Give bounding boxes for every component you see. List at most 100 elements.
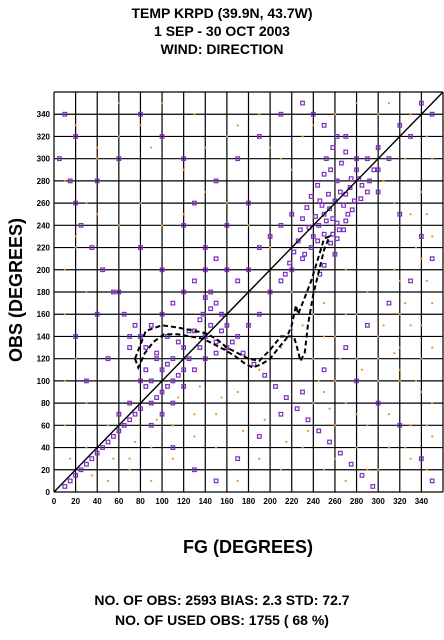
used-obs-point: [105, 356, 111, 362]
x-tick-label: 340: [415, 497, 429, 506]
used-obs-point: [349, 207, 355, 213]
rejected-obs-point: [404, 302, 407, 305]
used-obs-point: [354, 156, 359, 162]
x-tick-label: 160: [220, 497, 234, 506]
used-obs-point: [300, 389, 305, 395]
used-obs-point: [246, 200, 251, 206]
y-tick-label: 140: [37, 332, 51, 341]
rejected-obs-point: [425, 135, 428, 138]
used-obs-point: [213, 339, 219, 345]
used-obs-point: [304, 205, 310, 210]
rejected-obs-point: [317, 379, 320, 382]
rejected-obs-point: [377, 379, 380, 382]
rejected-obs-point: [393, 352, 396, 355]
rejected-obs-point: [333, 335, 337, 338]
used-obs-point: [273, 384, 278, 389]
rejected-obs-point: [398, 313, 401, 316]
used-obs-point: [327, 439, 332, 445]
used-obs-point: [282, 271, 288, 277]
rejected-obs-point: [182, 168, 185, 171]
rejected-obs-point: [236, 479, 239, 482]
rejected-obs-point: [155, 418, 158, 421]
rejected-obs-point: [333, 424, 337, 427]
rejected-obs-point: [333, 113, 337, 116]
used-obs-point: [302, 251, 308, 257]
rejected-obs-point: [312, 402, 315, 405]
used-obs-point: [148, 378, 154, 384]
y-tick-label: 80: [41, 399, 50, 408]
rejected-obs-point: [377, 357, 380, 360]
used-obs-point: [192, 278, 197, 284]
used-obs-point: [359, 182, 365, 188]
rejected-obs-point: [355, 313, 358, 316]
rejected-obs-point: [387, 446, 391, 449]
rejected-obs-point: [160, 224, 164, 227]
rejected-obs-point: [431, 346, 434, 349]
rejected-obs-point: [398, 279, 401, 282]
rejected-obs-point: [236, 124, 239, 127]
rejected-obs-point: [366, 424, 369, 427]
used-obs-point: [181, 222, 187, 228]
used-obs-point: [73, 134, 79, 139]
rejected-obs-point: [85, 402, 88, 405]
used-obs-point: [267, 234, 273, 239]
used-obs-point: [278, 222, 284, 228]
x-tick-label: 260: [328, 497, 342, 506]
used-obs-point: [192, 367, 197, 373]
rejected-obs-point: [409, 457, 412, 460]
used-obs-point: [316, 222, 322, 228]
chart-title-line-2: 1 SEP - 30 OCT 2003: [154, 23, 290, 39]
rejected-obs-point: [377, 335, 380, 338]
used-obs-point: [418, 234, 424, 239]
used-obs-point: [219, 328, 224, 334]
used-obs-point: [148, 422, 154, 428]
used-obs-point: [208, 289, 214, 295]
rejected-obs-point: [258, 113, 261, 116]
rejected-obs-point: [74, 235, 77, 238]
rejected-obs-point: [193, 113, 196, 116]
used-obs-point: [148, 322, 154, 328]
rejected-obs-point: [355, 357, 358, 360]
rejected-obs-point: [377, 468, 380, 471]
y-axis-label: OBS (DEGREES): [6, 218, 26, 362]
used-obs-point: [317, 198, 323, 204]
used-obs-point: [343, 218, 349, 224]
rejected-obs-point: [63, 424, 66, 427]
used-obs-point: [121, 311, 127, 317]
used-obs-point: [165, 384, 170, 389]
used-obs-point: [375, 400, 381, 406]
used-obs-point: [321, 211, 327, 217]
used-obs-point: [341, 227, 346, 233]
used-obs-point: [278, 111, 284, 117]
y-tick-label: 100: [37, 377, 51, 386]
rejected-obs-point: [90, 474, 93, 477]
rejected-obs-point: [279, 157, 283, 160]
used-obs-point: [339, 160, 344, 166]
rejected-obs-point: [382, 324, 385, 327]
rejected-obs-point: [409, 424, 412, 427]
used-obs-point: [202, 245, 208, 250]
used-obs-point: [262, 372, 268, 378]
used-obs-point: [202, 334, 208, 339]
used-obs-point: [330, 216, 336, 222]
rejected-obs-point: [333, 457, 337, 460]
rejected-obs-point: [420, 357, 423, 360]
rejected-obs-point: [258, 457, 261, 460]
used-obs-point: [310, 234, 316, 239]
used-obs-point: [345, 211, 351, 217]
used-obs-point: [375, 167, 381, 173]
used-obs-point: [138, 245, 143, 250]
rejected-obs-point: [431, 435, 434, 438]
x-tick-label: 220: [285, 497, 299, 506]
used-obs-point: [202, 267, 208, 273]
rejected-obs-point: [214, 446, 218, 449]
used-obs-point: [347, 185, 353, 190]
used-obs-point: [300, 100, 305, 106]
used-obs-point: [159, 389, 165, 395]
rejected-obs-point: [344, 268, 347, 271]
used-obs-point: [73, 334, 79, 339]
used-obs-point: [278, 411, 284, 417]
used-obs-point: [170, 445, 176, 450]
x-tick-label: 40: [93, 497, 102, 506]
used-obs-point: [291, 249, 297, 255]
